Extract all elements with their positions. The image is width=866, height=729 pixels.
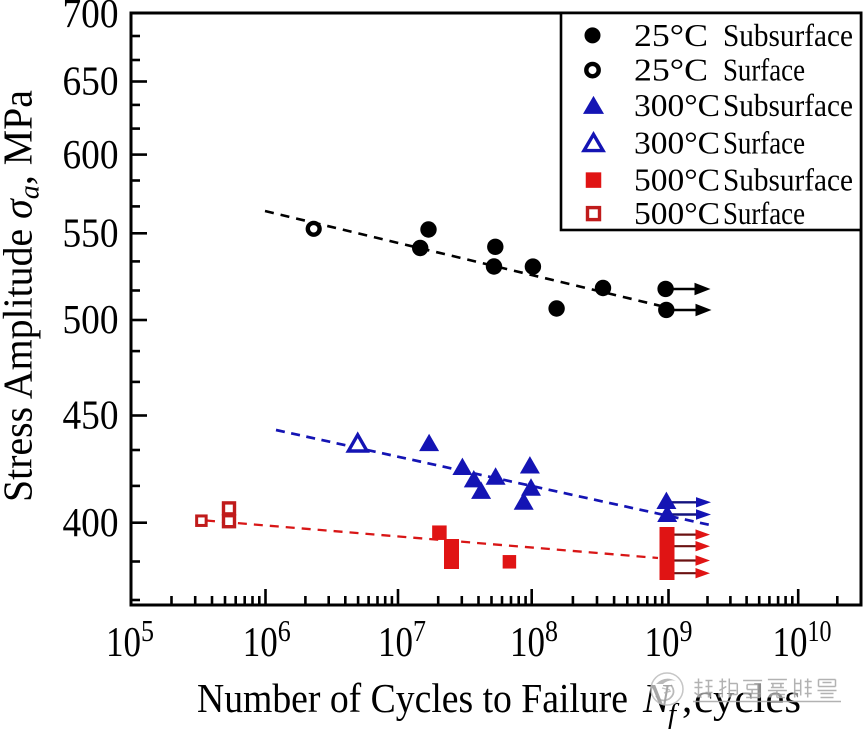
svg-text:5: 5 bbox=[141, 613, 154, 648]
svg-text:Subsurface: Subsurface bbox=[723, 17, 853, 53]
svg-text:10: 10 bbox=[378, 620, 413, 666]
svg-text:600: 600 bbox=[63, 131, 119, 177]
svg-text:Subsurface: Subsurface bbox=[723, 87, 853, 123]
svg-text:700: 700 bbox=[63, 0, 119, 36]
svg-text:Stress Amplitude σa, MPa: Stress Amplitude σa, MPa bbox=[0, 90, 46, 502]
svg-text:Number of Cycles to Failure: Number of Cycles to Failure bbox=[197, 675, 628, 721]
svg-text:400: 400 bbox=[63, 499, 119, 545]
svg-text:500°C: 500°C bbox=[634, 195, 720, 231]
svg-text:Subsurface: Subsurface bbox=[723, 162, 853, 198]
svg-text:9: 9 bbox=[680, 613, 693, 648]
svg-text:10: 10 bbox=[106, 620, 141, 666]
svg-text:Surface: Surface bbox=[723, 125, 805, 161]
svg-text:450: 450 bbox=[63, 392, 119, 438]
svg-text:500: 500 bbox=[63, 296, 119, 342]
svg-text:Surface: Surface bbox=[723, 195, 805, 231]
svg-text:8: 8 bbox=[545, 613, 558, 648]
svg-text:25°C: 25°C bbox=[634, 17, 708, 53]
svg-text:10: 10 bbox=[773, 620, 808, 666]
svg-text:650: 650 bbox=[63, 58, 119, 104]
svg-text:300°C: 300°C bbox=[634, 125, 720, 161]
svg-text:500°C: 500°C bbox=[634, 162, 720, 198]
svg-text:10: 10 bbox=[808, 613, 832, 648]
svg-text:7: 7 bbox=[413, 613, 426, 648]
svg-text:,: , bbox=[682, 675, 692, 721]
svg-text:550: 550 bbox=[63, 210, 119, 256]
svg-text:10: 10 bbox=[510, 620, 545, 666]
svg-text:6: 6 bbox=[278, 613, 291, 648]
svg-text:10: 10 bbox=[645, 620, 680, 666]
svg-text:25°C: 25°C bbox=[634, 52, 708, 88]
svg-text:Surface: Surface bbox=[723, 52, 805, 88]
svg-text:300°C: 300°C bbox=[634, 87, 720, 123]
svg-text:10: 10 bbox=[243, 620, 278, 666]
